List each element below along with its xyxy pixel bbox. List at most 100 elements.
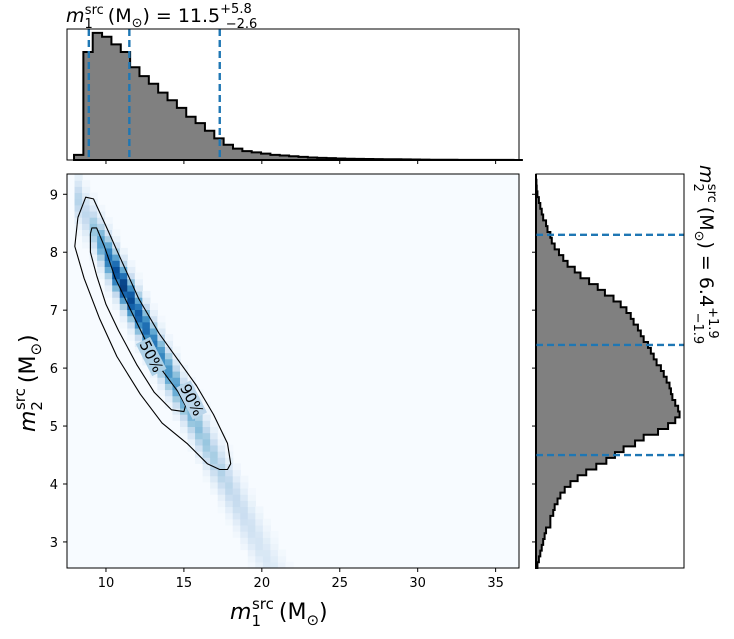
density-cell xyxy=(247,524,256,532)
density-cell xyxy=(217,506,226,514)
density-cell xyxy=(217,432,226,440)
density-cell xyxy=(225,487,234,495)
density-cell xyxy=(97,204,106,212)
density-cell xyxy=(232,506,241,514)
y-tick-label: 8 xyxy=(50,246,58,261)
contour-label-mask-1 xyxy=(176,380,207,420)
x-tick-label: 15 xyxy=(176,576,193,591)
density-cell xyxy=(112,278,121,286)
density-cell xyxy=(202,426,211,434)
density-cell xyxy=(97,217,106,224)
density-cell xyxy=(232,518,241,526)
density-cell xyxy=(119,260,128,267)
density-cell xyxy=(112,254,121,261)
m2-quantile-lines xyxy=(536,233,684,457)
density-cell xyxy=(82,223,91,231)
x-tick-label: 20 xyxy=(254,576,271,591)
density-cell xyxy=(195,426,204,434)
density-cell xyxy=(217,451,226,458)
density-cell xyxy=(127,309,136,317)
density-cell xyxy=(187,432,196,440)
m2-histogram-bars xyxy=(535,174,681,569)
density-cell xyxy=(97,223,106,231)
density-cell xyxy=(89,241,98,249)
density-cell xyxy=(255,549,264,557)
density-cell xyxy=(82,210,91,218)
m1-marginal-histogram xyxy=(66,28,523,161)
density-cell xyxy=(157,346,166,354)
density-cell xyxy=(172,389,181,397)
x-tick-label: 30 xyxy=(409,576,426,591)
density-cell xyxy=(210,481,219,489)
density-cell xyxy=(240,543,249,551)
density-cell xyxy=(202,414,211,421)
density-cell xyxy=(164,364,174,372)
density-cell xyxy=(104,284,113,292)
density-cell xyxy=(82,186,91,194)
density-cell xyxy=(149,327,158,335)
density-cell xyxy=(149,303,158,311)
density-cell xyxy=(187,420,196,428)
density-cell xyxy=(172,377,181,384)
density-cell xyxy=(240,500,249,508)
density-cell xyxy=(180,377,189,384)
density-cell xyxy=(270,555,279,563)
density-cell xyxy=(97,229,106,237)
density-cell xyxy=(164,334,174,341)
density-cell xyxy=(202,475,211,483)
density-cell xyxy=(157,377,166,384)
density-cell xyxy=(82,180,91,187)
density-cell xyxy=(217,469,226,477)
density-cell xyxy=(202,420,211,428)
density-cell xyxy=(89,223,98,231)
density-cell xyxy=(210,457,219,464)
density-cell xyxy=(180,432,189,440)
y-tick-label: 3 xyxy=(50,536,58,551)
density-cell xyxy=(112,303,121,311)
density-cell xyxy=(164,346,174,354)
density-cell xyxy=(127,321,136,329)
density-cell xyxy=(149,377,158,384)
density-cell xyxy=(164,395,174,403)
density-cell xyxy=(157,352,166,360)
density-cell xyxy=(225,494,234,501)
density-cell xyxy=(202,457,211,464)
density-cell xyxy=(202,401,211,409)
m1-posterior-title: m1src (M⊙) = 11.5+5.8 −2.6 xyxy=(66,2,257,32)
density-cell xyxy=(210,426,219,434)
density-cell xyxy=(74,204,83,212)
density-cell xyxy=(210,487,219,495)
density-cell xyxy=(172,407,181,415)
density-cell xyxy=(202,469,211,477)
density-cell xyxy=(240,487,249,495)
density-cell xyxy=(82,204,91,212)
density-cell xyxy=(134,334,143,341)
density-cell xyxy=(112,235,121,243)
density-cell xyxy=(157,383,166,391)
density-cell xyxy=(180,414,189,421)
density-cell xyxy=(74,186,83,194)
density-cell xyxy=(255,506,264,514)
density-cell xyxy=(119,309,128,317)
density-cell xyxy=(112,290,121,298)
density-cell xyxy=(164,383,174,391)
density-cell xyxy=(277,555,287,563)
density-cell xyxy=(262,518,271,526)
density-cell xyxy=(247,537,256,544)
density-cell xyxy=(262,531,271,538)
density-cell xyxy=(127,284,136,292)
density-cell xyxy=(232,469,241,477)
density-cell xyxy=(97,266,106,274)
density-cell xyxy=(210,432,219,440)
density-cell xyxy=(127,290,136,298)
density-cell xyxy=(217,500,226,508)
y-tick-label: 5 xyxy=(50,420,58,435)
density-cell xyxy=(142,290,151,298)
density-cell xyxy=(104,272,113,280)
density-cell xyxy=(270,531,279,538)
density-cell xyxy=(82,229,91,237)
density-cell xyxy=(89,217,98,224)
density-cell xyxy=(225,444,234,452)
density-cell xyxy=(157,371,166,378)
